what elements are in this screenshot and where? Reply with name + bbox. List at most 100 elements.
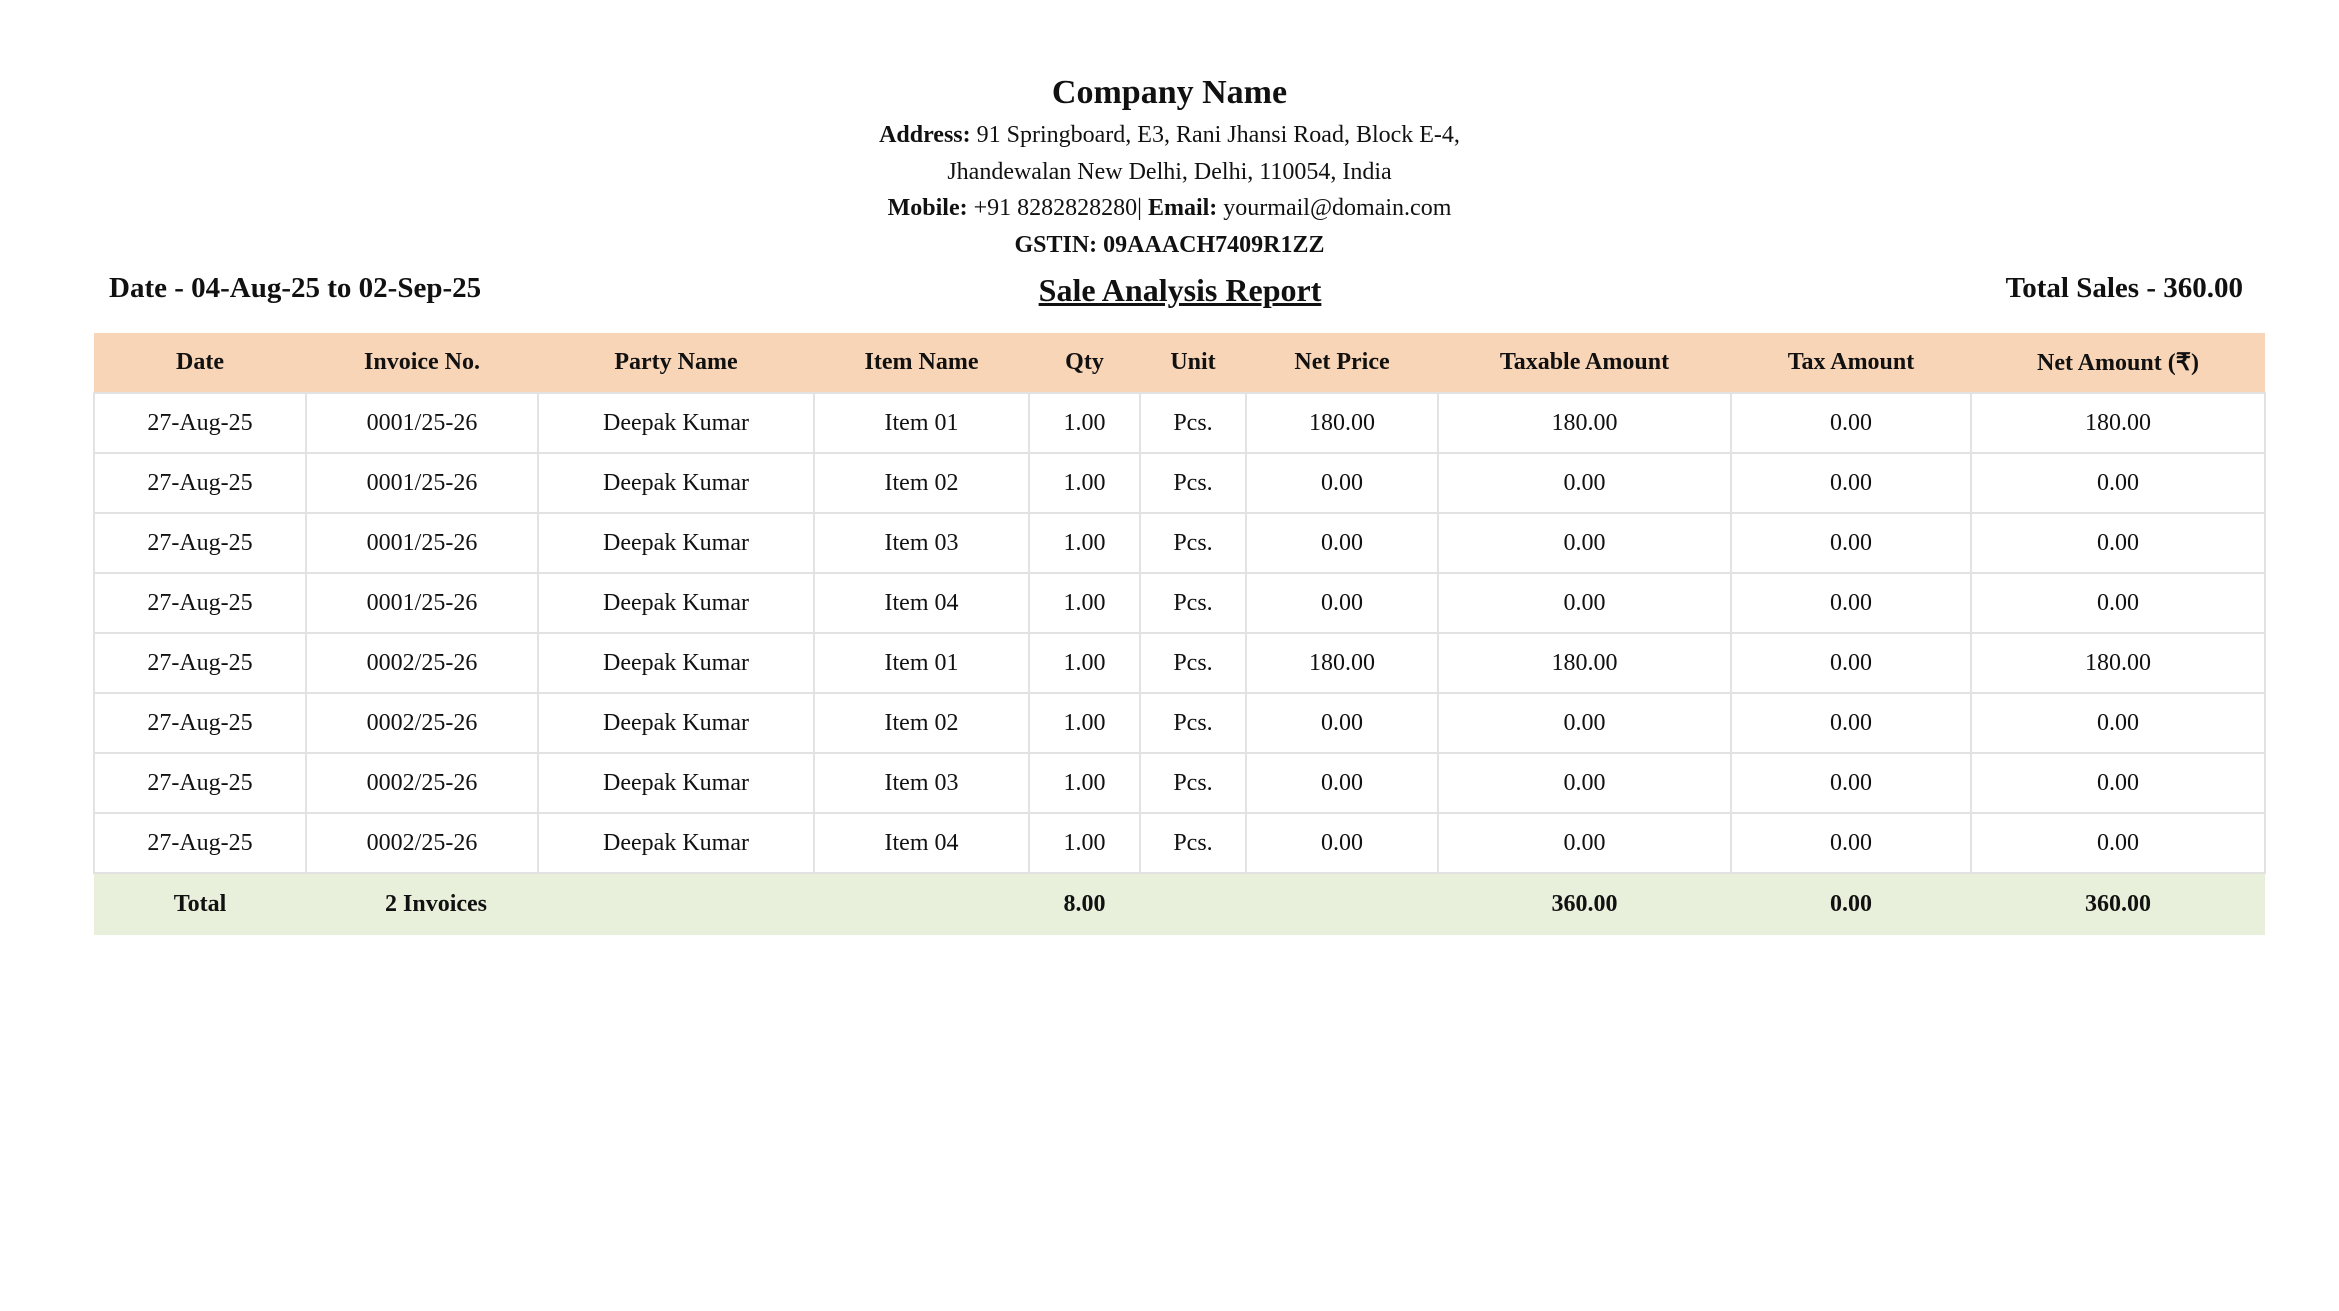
table-cell: 0001/25-26 [305, 392, 539, 454]
table-cell: 27-Aug-25 [93, 572, 307, 634]
table-cell: 0002/25-26 [305, 752, 539, 814]
table-cell: Deepak Kumar [537, 692, 815, 754]
table-cell: 0.00 [1245, 692, 1439, 754]
table-cell: Item 04 [813, 572, 1030, 634]
total-cell: 2 Invoices [385, 891, 487, 917]
table-cell: 1.00 [1028, 752, 1141, 814]
table-row: 27-Aug-25 0001/25-26 Deepak Kumar Item 02 1.… [93, 452, 2266, 514]
table-cell: 0.00 [1730, 752, 1972, 814]
table-cell: Pcs. [1139, 812, 1247, 874]
table-cell: Item 02 [813, 452, 1030, 514]
table-cell: 27-Aug-25 [93, 392, 307, 454]
total-sales: Total Sales - 360.00 [2005, 272, 2243, 304]
table-cell: 0.00 [1245, 752, 1439, 814]
table-cell: 180.00 [1970, 632, 2266, 694]
table-cell: 0002/25-26 [305, 812, 539, 874]
table-cell: 1.00 [1028, 572, 1141, 634]
table-cell: 27-Aug-25 [93, 632, 307, 694]
table-cell: 0001/25-26 [305, 512, 539, 574]
table-cell: 0001/25-26 [305, 452, 539, 514]
table-cell: Deepak Kumar [537, 392, 815, 454]
sales-table: Date Invoice No. Party Name Item Name Qty Uni… [93, 333, 2266, 935]
table-row: 27-Aug-25 0001/25-26 Deepak Kumar Item 04 1.… [93, 572, 2266, 634]
table-cell: Deepak Kumar [537, 572, 815, 634]
table-cell: 27-Aug-25 [93, 452, 307, 514]
table-cell: 0.00 [1437, 572, 1732, 634]
contact-line: Mobile: +91 8282828280| Email: yourmail@… [0, 195, 2339, 222]
table-cell: Pcs. [1139, 452, 1247, 514]
total-cell [814, 873, 1029, 935]
table-cell: Deepak Kumar [537, 452, 815, 514]
table-cell: 0.00 [1730, 572, 1972, 634]
table-cell: Deepak Kumar [537, 512, 815, 574]
total-cell: 0.00 [1830, 891, 1872, 917]
total-cell [538, 873, 814, 935]
column-header: Net Price [1294, 349, 1390, 375]
gstin: GSTIN: 09AAACH7409R1ZZ [1014, 232, 1325, 258]
table-row: 27-Aug-25 0002/25-26 Deepak Kumar Item 03 1.… [93, 752, 2266, 814]
table-cell: 180.00 [1437, 632, 1732, 694]
table-cell: 1.00 [1028, 512, 1141, 574]
table-cell: Deepak Kumar [537, 752, 815, 814]
table-cell: 0.00 [1437, 812, 1732, 874]
table-cell: Item 02 [813, 692, 1030, 754]
table-cell: 0.00 [1970, 752, 2266, 814]
table-cell: 0001/25-26 [305, 572, 539, 634]
total-cell: 8.00 [1063, 891, 1106, 917]
total-cell [1246, 873, 1438, 935]
table-cell: 0.00 [1970, 512, 2266, 574]
table-cell: 0002/25-26 [305, 692, 539, 754]
table-cell: 0.00 [1437, 512, 1732, 574]
table-cell: Item 04 [813, 812, 1030, 874]
email-label: Email: [1147, 195, 1218, 221]
column-header: Tax Amount [1787, 349, 1915, 375]
table-cell: 0.00 [1970, 452, 2266, 514]
table-cell: 27-Aug-25 [93, 692, 307, 754]
table-cell: Item 03 [813, 512, 1030, 574]
table-cell: Pcs. [1139, 512, 1247, 574]
table-cell: 1.00 [1028, 692, 1141, 754]
table-cell: Pcs. [1139, 632, 1247, 694]
table-cell: 0.00 [1730, 812, 1972, 874]
table-cell: 1.00 [1028, 452, 1141, 514]
table-cell: 0.00 [1730, 452, 1972, 514]
address-text: 91 Springboard, E3, Rani Jhansi Road, Bl… [976, 122, 1460, 148]
table-cell: 27-Aug-25 [93, 812, 307, 874]
mobile-label: Mobile: [887, 195, 968, 221]
table-row: 27-Aug-25 0001/25-26 Deepak Kumar Item 01 1.… [93, 392, 2266, 454]
table-cell: 180.00 [1437, 392, 1732, 454]
table-cell: 27-Aug-25 [93, 752, 307, 814]
address-line-2: Jhandewalan New Delhi, Delhi, 110054, In… [947, 159, 1392, 185]
table-cell: 1.00 [1028, 632, 1141, 694]
table-cell: 0.00 [1437, 692, 1732, 754]
table-cell: 0.00 [1437, 752, 1732, 814]
table-cell: 0.00 [1245, 512, 1439, 574]
table-cell: 180.00 [1245, 392, 1439, 454]
table-row: 27-Aug-25 0002/25-26 Deepak Kumar Item 02 1.… [93, 692, 2266, 754]
table-cell: 0.00 [1245, 812, 1439, 874]
column-header: Taxable Amount [1499, 349, 1670, 375]
date-range: Date - 04-Aug-25 to 02-Sep-25 [109, 272, 482, 304]
column-header: Unit [1170, 349, 1216, 375]
total-cell: 360.00 [2085, 891, 2151, 917]
table-cell: 0.00 [1970, 572, 2266, 634]
column-header: Party Name [614, 349, 738, 375]
table-cell: 0.00 [1970, 812, 2266, 874]
table-total-row: Total 2 Invoices 8.00 360.00 0.00 360.00 [94, 873, 2265, 935]
table-cell: Pcs. [1139, 572, 1247, 634]
table-cell: 1.00 [1028, 812, 1141, 874]
total-cell: Total [173, 891, 227, 917]
table-row: 27-Aug-25 0002/25-26 Deepak Kumar Item 04 1.… [93, 812, 2266, 874]
separator: | [1137, 195, 1142, 221]
column-header: Qty [1065, 349, 1104, 375]
column-header: Date [176, 349, 224, 375]
table-cell: Pcs. [1139, 392, 1247, 454]
table-cell: 0.00 [1730, 512, 1972, 574]
address-line-1: Address: 91 Springboard, E3, Rani Jhansi… [0, 122, 2339, 149]
address-label: Address: [879, 122, 971, 148]
column-header: Net Amount (₹) [2037, 350, 2199, 376]
table-cell: 180.00 [1970, 392, 2266, 454]
table-cell: 0.00 [1730, 392, 1972, 454]
table-cell: 27-Aug-25 [93, 512, 307, 574]
table-cell: Pcs. [1139, 752, 1247, 814]
